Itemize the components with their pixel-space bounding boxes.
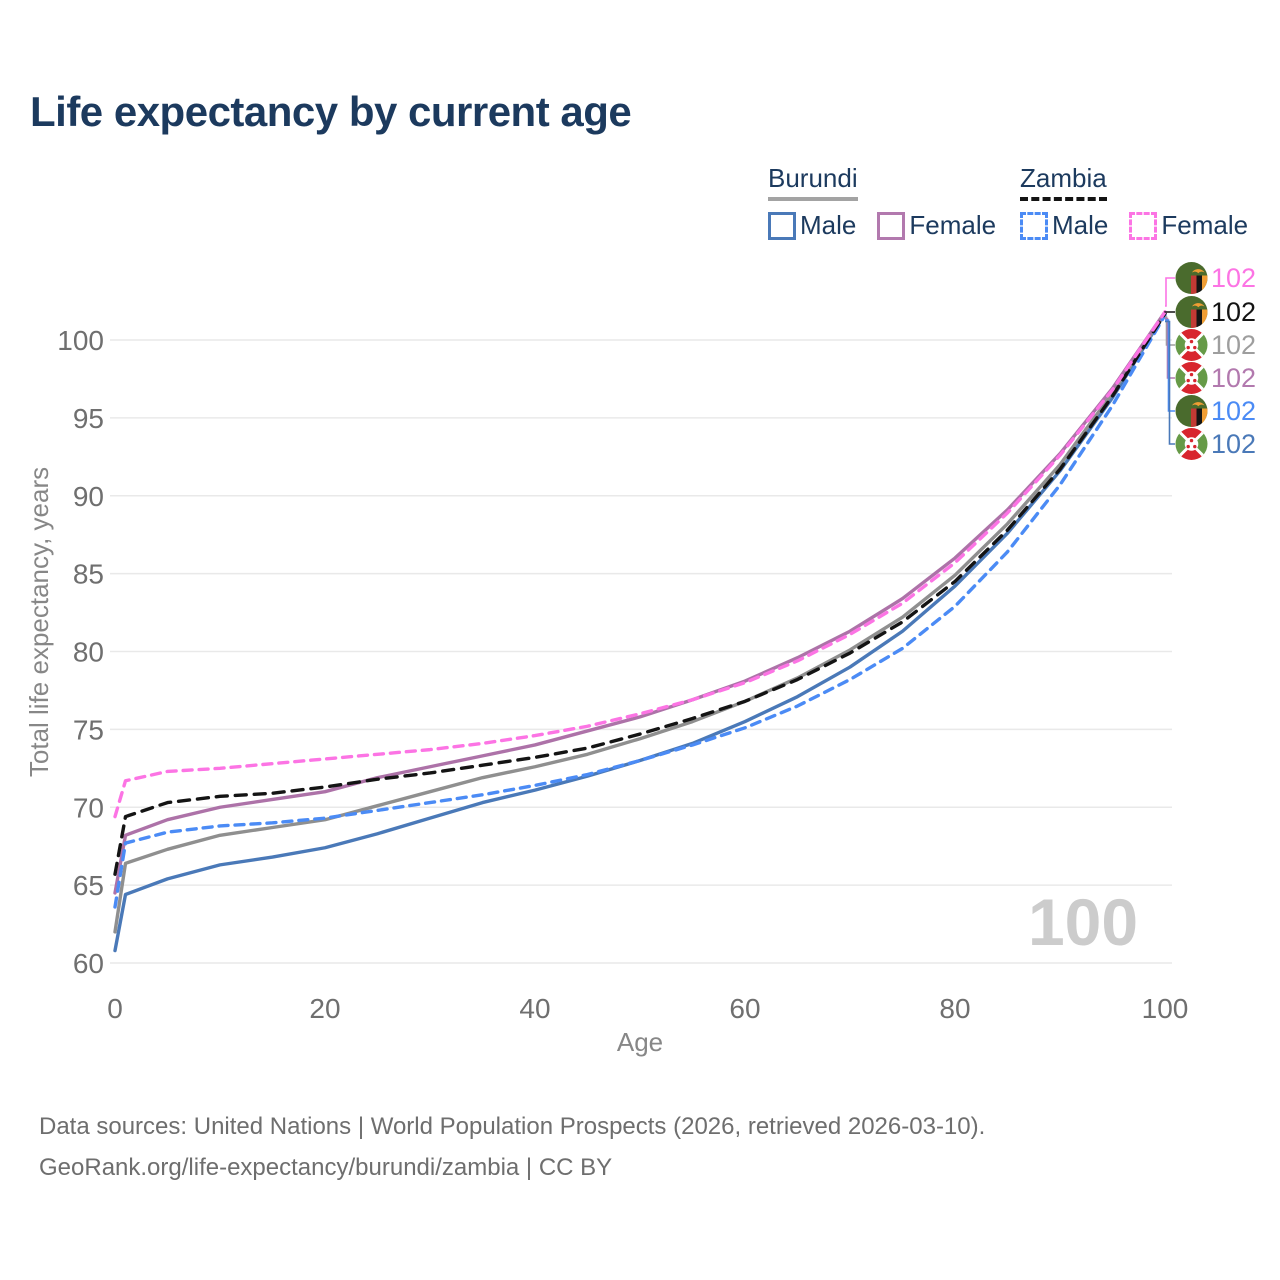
y-tick-label: 95: [73, 403, 104, 434]
end-label-value: 102: [1211, 429, 1256, 459]
burundi-flag-icon: [1175, 362, 1208, 394]
y-axis-tick-labels: 60 65 70 75 80 85 90 95 100: [57, 325, 104, 979]
legend-label-burundi-male: Male: [800, 210, 857, 240]
x-axis-tick-labels: 0 20 40 60 80 100: [107, 993, 1188, 1024]
legend: Burundi Male Female Zambia Male: [0, 163, 1280, 243]
zambia-flag-icon: [1175, 395, 1208, 427]
legend-group-zambia: Zambia Male Female: [1020, 163, 1248, 241]
burundi-flag-icon: [1175, 329, 1208, 361]
y-tick-label: 90: [73, 481, 104, 512]
data-sources-line: Data sources: United Nations | World Pop…: [39, 1113, 986, 1140]
zambia-flag-icon: [1175, 296, 1208, 328]
end-label-connector: [1164, 311, 1175, 313]
end-label-connector: [1165, 277, 1175, 307]
zambia-female-swatch-icon: [1129, 211, 1158, 240]
x-tick-label: 0: [107, 993, 123, 1024]
series-line-zambia_female: [113, 310, 1167, 819]
y-tick-label: 85: [73, 559, 104, 590]
end-label-value: 102: [1211, 297, 1256, 327]
end-label-value: 102: [1211, 396, 1256, 426]
attribution-footer: Data sources: United Nations | World Pop…: [39, 1106, 985, 1188]
y-tick-label: 70: [73, 792, 104, 823]
y-tick-label: 75: [73, 714, 104, 745]
series-line-burundi_all: [113, 311, 1167, 934]
end-label-value: 102: [1211, 363, 1256, 393]
end-label-burundi_female: 102: [1165, 317, 1256, 394]
series-line-zambia_all: [113, 311, 1167, 876]
burundi-male-swatch-icon: [768, 211, 796, 240]
legend-row-zambia: Male Female: [1020, 210, 1248, 241]
x-tick-label: 20: [309, 993, 340, 1024]
x-axis-title: Age: [617, 1027, 663, 1057]
burundi-female-swatch-icon: [877, 211, 906, 240]
end-label-connector: [1165, 319, 1175, 412]
gridlines: [110, 339, 1172, 964]
legend-country-zambia: Zambia: [1020, 163, 1107, 201]
y-tick-label: 60: [73, 948, 104, 979]
legend-item-zambia-male: Male: [1020, 210, 1108, 241]
y-tick-label: 100: [57, 325, 104, 356]
legend-country-burundi: Burundi: [768, 163, 858, 201]
legend-item-burundi-male: Male: [768, 210, 856, 241]
end-label-connector: [1165, 317, 1175, 379]
legend-label-burundi-female: Female: [909, 210, 997, 240]
georank-url-line: GeoRank.org/life-expectancy/burundi/zamb…: [39, 1154, 613, 1181]
end-label-zambia_all: 102: [1164, 296, 1256, 328]
end-label-burundi_male: 102: [1165, 320, 1256, 460]
page-title: Life expectancy by current age: [30, 88, 632, 135]
end-label-connector: [1165, 320, 1175, 445]
burundi-flag-icon: [1175, 428, 1208, 460]
x-tick-label: 80: [939, 993, 970, 1024]
y-tick-label: 65: [73, 870, 104, 901]
x-tick-label: 40: [519, 993, 550, 1024]
y-axis-title: Total life expectancy, years: [24, 467, 54, 777]
y-tick-label: 80: [73, 637, 104, 668]
series-line-zambia_male: [113, 313, 1167, 909]
legend-item-burundi-female: Female: [877, 210, 996, 241]
x-tick-label: 100: [1142, 993, 1189, 1024]
end-label-zambia_female: 102: [1165, 262, 1256, 307]
end-label-value: 102: [1211, 330, 1256, 360]
end-label-connector: [1165, 316, 1175, 346]
end-label-zambia_male: 102: [1165, 319, 1256, 427]
zambia-male-swatch-icon: [1020, 211, 1048, 240]
legend-item-zambia-female: Female: [1129, 210, 1248, 241]
current-age-watermark: 100: [1028, 885, 1138, 959]
legend-group-burundi: Burundi Male Female: [768, 163, 996, 241]
legend-label-zambia-male: Male: [1052, 210, 1109, 240]
series-lines: [113, 310, 1167, 953]
legend-label-zambia-female: Female: [1161, 210, 1249, 240]
series-line-burundi_female: [113, 310, 1167, 895]
end-label-burundi_all: 102: [1165, 316, 1256, 361]
legend-row-burundi: Male Female: [768, 210, 996, 241]
zambia-flag-icon: [1175, 262, 1208, 294]
end-label-value: 102: [1211, 263, 1256, 293]
x-tick-label: 60: [729, 993, 760, 1024]
series-line-burundi_male: [113, 311, 1167, 953]
